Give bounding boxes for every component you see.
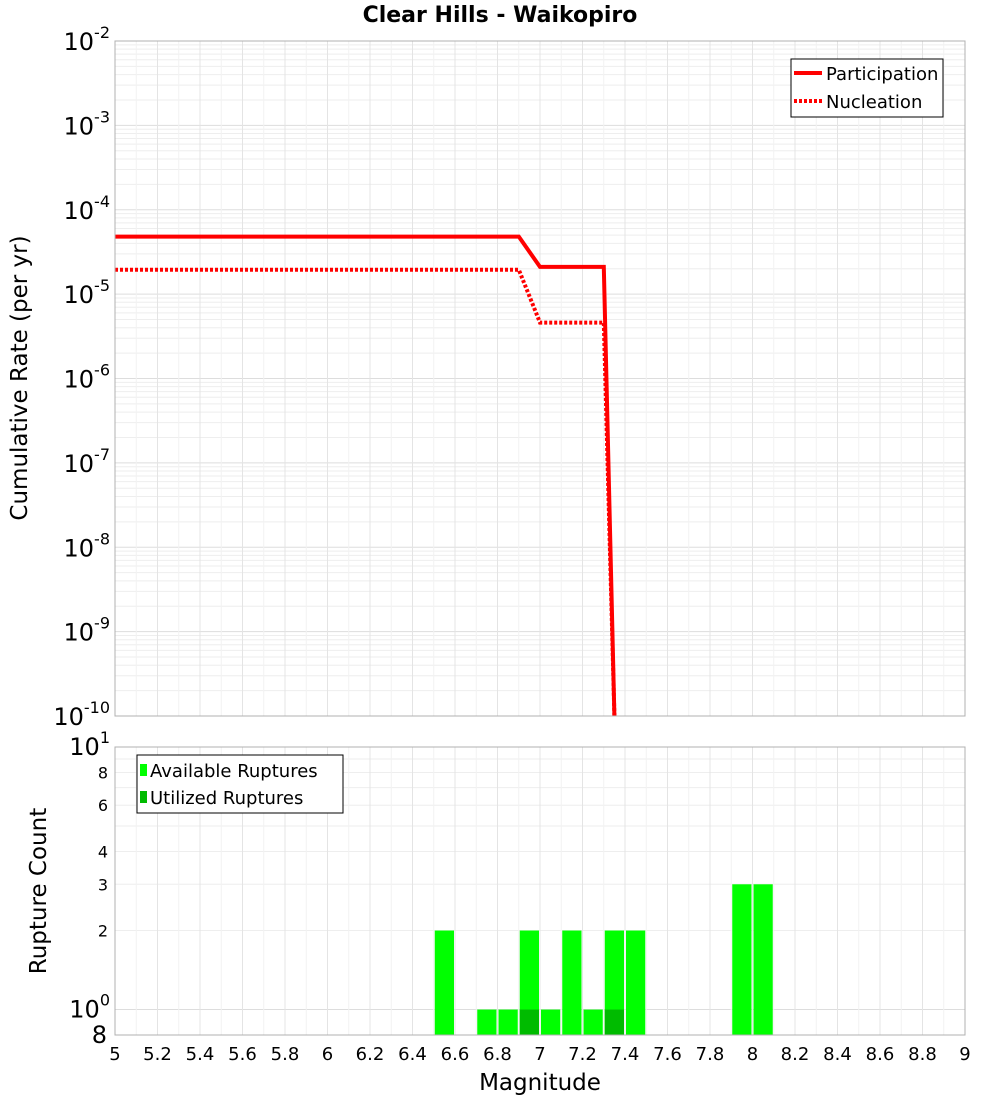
- series-line-nucleation: [115, 267, 617, 717]
- rate-legend-box: [790, 58, 944, 118]
- rate-y-tick-label: 10-9: [64, 614, 111, 647]
- magnitude-x-tick-label: 8.8: [908, 1044, 937, 1065]
- bar-available-ruptures: [583, 1009, 603, 1035]
- rate-y-tick-label: 10-5: [64, 276, 111, 309]
- rupture-legend: Available Ruptures Utilized Ruptures: [136, 754, 344, 814]
- magnitude-x-tick-label: 7: [534, 1044, 545, 1065]
- bar-utilized-ruptures: [519, 1009, 539, 1035]
- magnitude-x-tick-label: 7.8: [696, 1044, 725, 1065]
- rate-y-tick-label: 10-2: [64, 23, 111, 56]
- rupture-legend-box: [136, 754, 344, 814]
- rupture-plot-border: [114, 746, 966, 1036]
- legend-swatch-utilized-ruptures: [140, 791, 147, 803]
- legend-label-nucleation: Nucleation: [826, 92, 922, 113]
- rate-y-tick-label: 10-10: [53, 698, 110, 731]
- rate-y-tick-label: 10-7: [64, 445, 111, 478]
- magnitude-x-tick-label: 9: [959, 1044, 970, 1065]
- legend-label-utilized-ruptures: Utilized Ruptures: [150, 788, 303, 809]
- legend-label-participation: Participation: [826, 64, 938, 85]
- rate-y-tick-label: 10-4: [64, 192, 111, 225]
- rupture-y-tick-label: 8: [98, 763, 108, 782]
- magnitude-x-tick-label: 8.4: [823, 1044, 852, 1065]
- magnitude-x-tick-labels: 5 5.2 5.4 5.6 5.8 6 6.2 6.4 6.6 6.8 7 7.2 7.4 7.6 7.8 8…: [109, 1044, 970, 1065]
- magnitude-x-tick-label: 8.6: [866, 1044, 895, 1065]
- magnitude-x-tick-label: 8.2: [781, 1044, 810, 1065]
- rate-series: [115, 234, 617, 717]
- rupture-y-tick-label: 2: [98, 922, 108, 941]
- magnitude-x-tick-label: 6.6: [441, 1044, 470, 1065]
- rate-y-axis-label: Cumulative Rate (per yr): [7, 235, 33, 520]
- rupture-bars: [434, 884, 773, 1035]
- rupture-y-tick-label: 8: [92, 1021, 107, 1049]
- magnitude-x-tick-label: 5: [109, 1044, 120, 1065]
- bar-available-ruptures: [604, 930, 624, 1035]
- rate-y-tick-label: 10-6: [64, 361, 111, 394]
- magnitude-x-tick-label: 5.2: [143, 1044, 172, 1065]
- bar-available-ruptures: [626, 930, 646, 1035]
- rupture-y-tick-label: 100: [69, 991, 110, 1024]
- rupture-y-tick-label: 4: [98, 842, 108, 861]
- bar-available-ruptures: [498, 1009, 518, 1035]
- legend-label-available-ruptures: Available Ruptures: [150, 761, 318, 782]
- series-line-participation: [115, 234, 617, 717]
- bar-available-ruptures: [434, 930, 454, 1035]
- chart-title: Clear Hills - Waikopiro: [363, 3, 638, 28]
- bar-available-ruptures: [519, 930, 539, 1035]
- bar-utilized-ruptures: [604, 1009, 624, 1035]
- magnitude-x-tick-label: 8: [747, 1044, 758, 1065]
- rupture-y-tick-label: 3: [98, 875, 108, 894]
- rate-plot-border: [114, 40, 966, 717]
- bar-available-ruptures: [732, 884, 752, 1035]
- magnitude-x-tick-label: 6: [322, 1044, 333, 1065]
- magnitude-x-tick-label: 7.2: [568, 1044, 597, 1065]
- bar-available-ruptures: [541, 1009, 561, 1035]
- rate-y-tick-label: 10-3: [64, 107, 111, 140]
- rupture-y-tick-label: 101: [69, 728, 110, 761]
- rate-y-tick-label: 10-8: [64, 529, 111, 562]
- rate-panel: 10-2 10-3 10-4 10-5 10-6 10-7 10-8 10-9 10-10 Cu…: [7, 23, 966, 731]
- bar-available-ruptures: [562, 930, 582, 1035]
- magnitude-x-tick-label: 5.8: [271, 1044, 300, 1065]
- rate-legend: Participation Nucleation: [790, 58, 944, 118]
- bar-available-ruptures: [753, 884, 773, 1035]
- rate-y-tick-labels: 10-2 10-3 10-4 10-5 10-6 10-7 10-8 10-9 10-10: [53, 23, 110, 731]
- magnitude-x-tick-label: 7.4: [611, 1044, 640, 1065]
- rupture-y-axis-label: Rupture Count: [26, 808, 52, 974]
- magnitude-x-tick-label: 5.4: [186, 1044, 215, 1065]
- rate-gridlines: [114, 41, 966, 717]
- magnitude-x-tick-label: 6.2: [356, 1044, 385, 1065]
- legend-swatch-available-ruptures: [140, 764, 147, 776]
- magnitude-x-tick-label: 6.8: [483, 1044, 512, 1065]
- bar-available-ruptures: [477, 1009, 497, 1035]
- magnitude-x-tick-label: 5.6: [228, 1044, 257, 1065]
- rupture-y-tick-label: 6: [98, 796, 108, 815]
- magnitude-x-axis-label: Magnitude: [479, 1070, 601, 1096]
- magnitude-x-tick-label: 6.4: [398, 1044, 427, 1065]
- magnitude-x-tick-label: 7.6: [653, 1044, 682, 1065]
